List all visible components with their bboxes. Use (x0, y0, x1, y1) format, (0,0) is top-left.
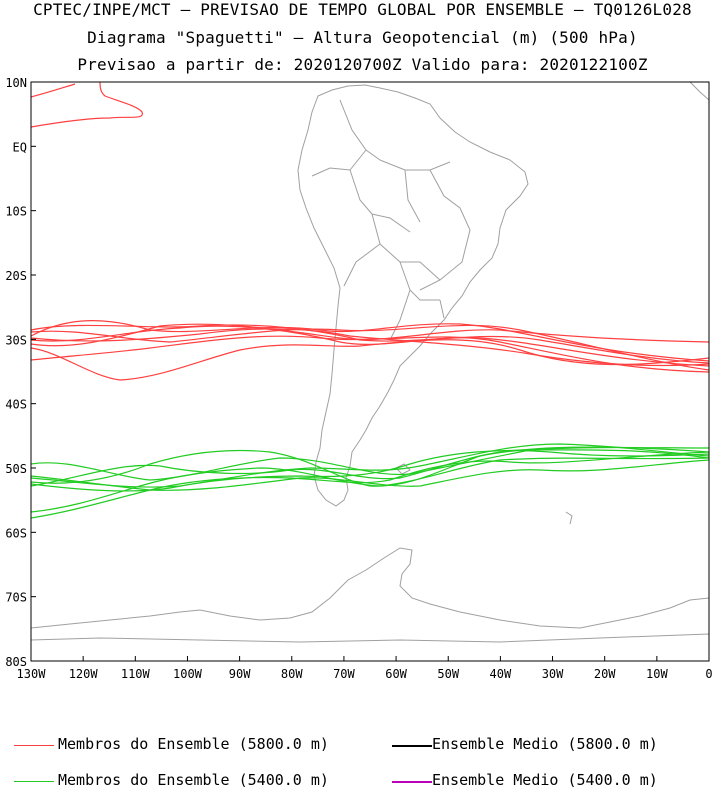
member-5400-line (31, 457, 709, 513)
lat-tick-label: 30S (5, 333, 27, 347)
member-5400-line (31, 446, 709, 487)
legend-swatch-mean-5800 (392, 745, 432, 747)
member-5800-line (31, 83, 76, 98)
lon-tick-label: 70W (333, 667, 355, 681)
latitude-axis: 10N EQ 10S 20S 30S 40S 50S 60S 70S 80S (5, 76, 36, 669)
lat-tick-label: 70S (5, 591, 27, 605)
member-5400-line (31, 446, 709, 481)
member-5400-line (31, 451, 709, 519)
lon-tick-label: 20W (594, 667, 616, 681)
south-georgia (565, 511, 573, 525)
member-5800-line (31, 323, 709, 347)
title-line-3: Previsao a partir de: 2020120700Z Valido… (77, 55, 648, 74)
lon-tick-label: 0 (705, 667, 712, 681)
lat-tick-label: EQ (13, 140, 27, 154)
member-5800-line (31, 325, 709, 367)
lat-tick-label: 60S (5, 526, 27, 540)
member-5800-line (31, 320, 709, 362)
lat-tick-label: 10N (5, 76, 27, 90)
legend-mean-5800: Ensemble Medio (5800.0 m) (432, 735, 658, 753)
legend-members-5400: Membros do Ensemble (5400.0 m) (58, 771, 329, 789)
title-line-1: CPTEC/INPE/MCT — PREVISAO DE TEMPO GLOBA… (33, 0, 692, 19)
coastlines (31, 82, 709, 643)
africa-coast (689, 82, 709, 101)
lon-tick-label: 60W (385, 667, 407, 681)
member-5800-line (31, 339, 709, 381)
legend-swatch-mean-5400 (392, 781, 432, 783)
lat-tick-label: 10S (5, 205, 27, 219)
member-5800-line (31, 324, 709, 364)
lat-tick-label: 80S (5, 655, 27, 669)
lat-tick-label: 40S (5, 398, 27, 412)
title-line-2: Diagrama "Spaguetti" — Altura Geopotenci… (87, 28, 638, 47)
lon-tick-label: 80W (281, 667, 303, 681)
lon-tick-label: 40W (490, 667, 512, 681)
member-5400-line (31, 449, 709, 492)
lon-tick-label: 10W (646, 667, 668, 681)
members-5800-lines (31, 82, 709, 381)
lon-tick-label: 50W (437, 667, 459, 681)
map-frame (30, 81, 710, 662)
country-borders (311, 99, 471, 341)
lat-tick-label: 50S (5, 462, 27, 476)
legend-members-5800: Membros do Ensemble (5800.0 m) (58, 735, 329, 753)
falkland-islands (395, 463, 411, 475)
legend-swatch-members-5800 (14, 745, 54, 746)
member-5800-line (31, 328, 709, 367)
lon-tick-label: 120W (69, 667, 99, 681)
member-5400-line (31, 443, 709, 488)
members-5400-lines (31, 443, 709, 519)
legend-swatch-members-5400 (14, 781, 54, 782)
longitude-axis: 130W 120W 110W 100W 90W 80W 70W 60W 50W 40W 30W 20W… (17, 656, 713, 681)
lon-tick-label: 130W (17, 667, 47, 681)
antarctica-coast (31, 547, 709, 643)
lat-tick-label: 20S (5, 269, 27, 283)
lon-tick-label: 100W (173, 667, 203, 681)
member-5800-line (31, 335, 709, 373)
lon-tick-label: 110W (121, 667, 151, 681)
lon-tick-label: 90W (229, 667, 251, 681)
lon-tick-label: 30W (542, 667, 564, 681)
member-5800-line (31, 82, 143, 128)
legend-mean-5400: Ensemble Medio (5400.0 m) (432, 771, 658, 789)
south-america-coast (297, 84, 529, 507)
